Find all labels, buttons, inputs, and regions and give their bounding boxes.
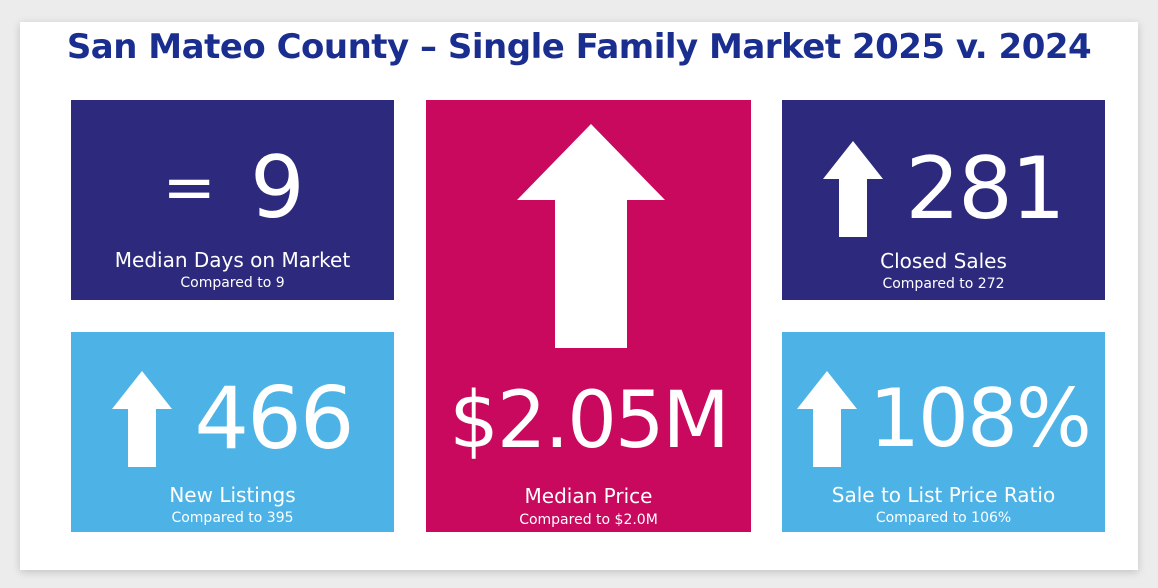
days-on-market-value: 9	[249, 138, 305, 238]
tile-days-on-market: = 9 Median Days on Market Compared to 9	[71, 100, 394, 300]
sale-to-list-comparison: Compared to 106%	[875, 510, 1012, 526]
sale-to-list-value: 108%	[869, 372, 1092, 465]
sale-to-list-value-row: 108%	[782, 364, 1105, 474]
sale-to-list-label: Sale to List Price Ratio	[831, 483, 1056, 507]
tile-sale-to-list-ratio: 108% Sale to List Price Ratio Compared t…	[782, 332, 1105, 532]
new-listings-comparison: Compared to 395	[171, 510, 294, 526]
new-listings-value: 466	[194, 369, 354, 469]
median-price-value-row: $2.05M	[426, 366, 751, 476]
arrow-up-icon	[112, 371, 173, 467]
new-listings-value-row: 466	[71, 364, 394, 474]
tile-closed-sales: 281 Closed Sales Compared to 272	[782, 100, 1105, 300]
arrow-up-icon	[823, 141, 884, 237]
page-title: San Mateo County – Single Family Market …	[66, 27, 1092, 67]
equals-indicator: =	[162, 151, 216, 225]
median-price-label: Median Price	[524, 484, 653, 508]
median-price-comparison: Compared to $2.0M	[519, 512, 658, 528]
days-on-market-label: Median Days on Market	[114, 248, 351, 272]
closed-sales-value: 281	[905, 139, 1065, 239]
closed-sales-label: Closed Sales	[880, 249, 1007, 273]
arrow-up-icon	[797, 371, 858, 467]
large-arrow-up-icon	[517, 124, 665, 348]
closed-sales-comparison: Compared to 272	[882, 276, 1005, 292]
days-on-market-value-row: = 9	[71, 138, 394, 238]
tile-new-listings: 466 New Listings Compared to 395	[71, 332, 394, 532]
new-listings-label: New Listings	[169, 483, 296, 507]
days-on-market-comparison: Compared to 9	[180, 275, 285, 291]
closed-sales-value-row: 281	[782, 134, 1105, 244]
median-price-value: $2.05M	[449, 376, 730, 466]
tile-median-price: $2.05M Median Price Compared to $2.0M	[426, 100, 751, 532]
